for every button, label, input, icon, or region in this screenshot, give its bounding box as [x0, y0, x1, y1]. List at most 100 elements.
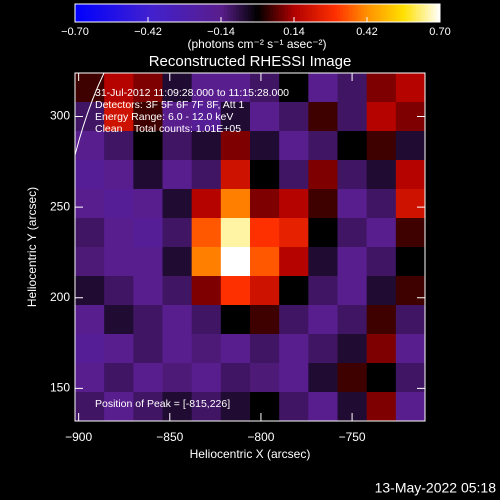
- colorbar-step: [433, 4, 438, 22]
- heatmap-cell: [395, 73, 426, 103]
- heatmap-cell: [220, 218, 251, 248]
- x-tick-label: −750: [339, 430, 366, 444]
- colorbar-step: [251, 4, 255, 22]
- heatmap-cell: [250, 305, 280, 335]
- colorbar-step: [351, 4, 356, 22]
- colorbar-step: [224, 4, 228, 22]
- colorbar-tick-label: 0.14: [283, 26, 304, 38]
- colorbar-frame: [74, 3, 441, 23]
- heatmap-cell: [191, 73, 222, 103]
- heatmap-cell: [75, 276, 105, 306]
- heatmap-cell: [75, 305, 105, 335]
- heatmap-cell: [104, 247, 134, 277]
- heatmap-cell: [250, 276, 280, 306]
- heatmap-cell: [191, 276, 222, 306]
- colorbar-tick-label: −0.70: [61, 26, 89, 38]
- colorbar-step: [157, 4, 161, 22]
- heatmap-cell: [395, 218, 426, 248]
- heatmap-cell: [133, 276, 163, 306]
- colorbar-step: [303, 4, 307, 22]
- colorbar-step: [263, 4, 268, 22]
- heatmap-cell: [250, 189, 280, 219]
- colorbar-step: [400, 4, 404, 22]
- heatmap-cell: [104, 218, 134, 248]
- footer-date: 13-May-2022 05:18: [375, 480, 497, 496]
- x-tick-label: −850: [156, 430, 183, 444]
- heatmap-cell: [308, 305, 338, 335]
- heatmap-cell: [366, 102, 397, 132]
- colorbar-step: [370, 4, 374, 22]
- colorbar-step: [260, 4, 265, 22]
- colorbar-step: [123, 4, 128, 22]
- colorbar-step: [318, 4, 322, 22]
- colorbar-step: [373, 4, 377, 22]
- colorbar-step: [312, 4, 316, 22]
- heatmap-cell: [133, 334, 163, 364]
- heatmap-cell: [75, 334, 105, 364]
- heatmap-cell: [279, 363, 309, 393]
- colorbar-step: [294, 4, 298, 22]
- colorbar-step: [126, 4, 131, 22]
- heatmap-cell: [162, 334, 193, 364]
- heatmap-cell: [308, 131, 338, 161]
- heatmap-cell: [250, 363, 280, 393]
- heatmap-cell: [366, 189, 397, 219]
- heatmap-cell: [337, 160, 368, 190]
- colorbar-step: [290, 4, 295, 22]
- colorbar-step: [202, 4, 207, 22]
- colorbar-step: [421, 4, 426, 22]
- colorbar-step: [382, 4, 386, 22]
- heatmap-cell: [133, 160, 163, 190]
- heatmap-cell: [162, 392, 193, 422]
- colorbar-step: [236, 4, 240, 22]
- heatmap-cell: [279, 131, 309, 161]
- heatmap-cell: [133, 392, 163, 422]
- heatmap-cell: [191, 189, 222, 219]
- y-tick-label: 150: [50, 381, 70, 395]
- heatmap-cell: [395, 334, 426, 364]
- colorbar-step: [376, 4, 380, 22]
- heatmap-cell: [279, 334, 309, 364]
- heatmap-cell: [279, 276, 309, 306]
- colorbar-step: [105, 4, 109, 22]
- heatmap-cell: [395, 160, 426, 190]
- colorbar-tick-label: −0.14: [207, 26, 235, 38]
- colorbar-step: [397, 4, 401, 22]
- heatmap-cell: [250, 218, 280, 248]
- heatmap-cell: [162, 218, 193, 248]
- colorbar-step: [169, 4, 173, 22]
- colorbar-step: [239, 4, 243, 22]
- heatmap-cell: [104, 131, 134, 161]
- heatmap-cell: [162, 73, 193, 103]
- annotation: Energy Range: 6.0 - 12.0 keV: [95, 111, 233, 123]
- heatmap-cell: [133, 305, 163, 335]
- colorbar-step: [148, 4, 152, 22]
- colorbar-step: [217, 4, 222, 22]
- colorbar-step: [321, 4, 325, 22]
- heatmap-cell: [191, 363, 222, 393]
- heatmap-cell: [133, 73, 163, 103]
- colorbar-step: [336, 4, 341, 22]
- heatmap-cell: [162, 102, 193, 132]
- heatmap-cell: [191, 334, 222, 364]
- heatmap-cell: [279, 189, 309, 219]
- heatmap-cell: [191, 131, 222, 161]
- y-tick-label: 300: [50, 109, 70, 123]
- heatmap-cell: [191, 102, 222, 132]
- colorbar-step: [120, 4, 125, 22]
- heatmap-cell: [75, 218, 105, 248]
- y-axis-label: Heliocentric Y (arcsec): [25, 187, 39, 307]
- heatmap-cell: [366, 160, 397, 190]
- heatmap-cell: [191, 305, 222, 335]
- heatmap-cell: [366, 247, 397, 277]
- colorbar-step: [427, 4, 432, 22]
- colorbar-step: [406, 4, 411, 22]
- x-tick-label: −800: [247, 430, 274, 444]
- heatmap-cell: [220, 276, 251, 306]
- colorbar-step: [385, 4, 389, 22]
- colorbar-step: [275, 4, 280, 22]
- colorbar-step: [205, 4, 210, 22]
- heatmap-cell: [337, 276, 368, 306]
- colorbar-step: [178, 4, 182, 22]
